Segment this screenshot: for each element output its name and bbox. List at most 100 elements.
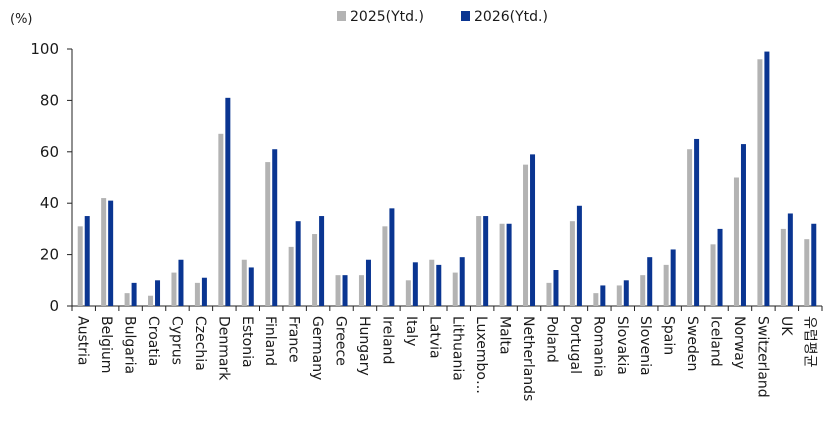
- bar-series-1-Netherlands: [523, 164, 529, 306]
- bar-series-2-Bulgaria: [131, 282, 137, 306]
- bar-series-2-Slovenia: [647, 257, 653, 306]
- bar-series-2-Latvia: [436, 264, 442, 306]
- x-category-label: Slovakia: [614, 316, 630, 375]
- legend-swatch: [461, 11, 470, 21]
- bar-series-2-Belgium: [108, 200, 114, 306]
- y-unit-label: (%): [10, 12, 33, 27]
- bar-series-2-Germany: [319, 216, 325, 306]
- bars: [77, 51, 817, 306]
- bar-series-2-Austria: [84, 216, 90, 306]
- y-axis: 0 20 40 60 80 100: [30, 40, 73, 315]
- bar-series-2-Sweden: [694, 138, 700, 306]
- bar-series-2-Poland: [553, 270, 559, 306]
- x-category-label: Greece: [333, 316, 349, 366]
- bar-series-1-유럽평균: [804, 239, 810, 306]
- x-category-label: Malta: [497, 316, 513, 355]
- x-category-label: Ireland: [379, 316, 395, 364]
- y-tick-label: 100: [30, 40, 59, 58]
- bar-series-2-Switzerland: [764, 51, 770, 306]
- x-category-label: Norway: [731, 316, 747, 369]
- bar-series-1-Ireland: [382, 226, 388, 306]
- x-category-label: UK: [778, 316, 794, 336]
- bar-series-1-Portugal: [569, 221, 575, 306]
- bar-series-2-Slovakia: [623, 280, 629, 306]
- bar-series-1-Slovenia: [640, 275, 646, 306]
- bar-series-1-Denmark: [218, 133, 224, 306]
- x-category-label: Iceland: [708, 316, 724, 367]
- bar-series-1-Estonia: [241, 259, 247, 306]
- y-tick-label: 80: [40, 91, 59, 109]
- bar-series-1-Czechia: [194, 282, 200, 306]
- bar-series-1-Cyprus: [171, 272, 177, 306]
- x-category-label: Germany: [309, 316, 325, 380]
- bar-series-1-Hungary: [358, 275, 364, 306]
- x-category-label: France: [286, 316, 302, 363]
- x-category-label: Croatia: [145, 316, 161, 366]
- legend: 2025(Ytd.) 2026(Ytd.): [337, 9, 548, 25]
- x-category-label: Netherlands: [520, 316, 536, 401]
- y-tick-label: 20: [40, 246, 59, 264]
- x-axis: Austria Belgium Bulgaria Croatia Cyprus Czech…: [71, 305, 823, 401]
- x-category-label: Poland: [543, 316, 559, 363]
- x-category-label: Austria: [75, 316, 91, 365]
- bar-series-2-Hungary: [365, 259, 371, 306]
- bar-series-1-Italy: [405, 280, 411, 306]
- bar-series-2-Cyprus: [178, 259, 184, 306]
- bar-series-1-Latvia: [429, 259, 435, 306]
- bar-series-2-Czechia: [201, 277, 207, 306]
- x-category-label: Portugal: [567, 316, 583, 374]
- bar-series-1-Luxembo…: [476, 216, 482, 306]
- bar-series-2-Malta: [506, 223, 512, 306]
- bar-series-1-Croatia: [148, 295, 154, 306]
- bar-series-1-Norway: [733, 177, 739, 306]
- bar-series-2-Greece: [342, 275, 348, 306]
- bar-series-2-Italy: [412, 262, 418, 306]
- bar-series-1-France: [288, 246, 294, 306]
- bar-series-2-Lithuania: [459, 257, 465, 306]
- bar-series-1-Switzerland: [757, 59, 763, 306]
- x-category-label: Bulgaria: [122, 316, 138, 374]
- x-category-label: Finland: [262, 316, 278, 366]
- bar-series-1-Greece: [335, 275, 341, 306]
- bar-series-1-Malta: [499, 223, 505, 306]
- bar-series-2-Denmark: [225, 97, 231, 306]
- bar-series-1-Slovakia: [616, 285, 622, 306]
- bar-series-2-Spain: [670, 249, 676, 306]
- bar-series-2-Luxembo…: [483, 216, 489, 306]
- bar-series-1-Belgium: [101, 198, 107, 306]
- x-category-label: Spain: [661, 316, 677, 355]
- x-category-label: Hungary: [356, 316, 372, 376]
- bar-series-2-Finland: [272, 149, 278, 306]
- bar-series-2-유럽평균: [811, 223, 817, 306]
- y-tick-label: 40: [40, 194, 59, 212]
- x-category-label: Cyprus: [168, 316, 184, 365]
- bar-series-2-France: [295, 221, 301, 306]
- bar-series-1-Bulgaria: [124, 293, 130, 306]
- y-tick-label: 0: [49, 297, 59, 315]
- bar-series-2-Romania: [600, 285, 606, 306]
- bar-series-2-Portugal: [576, 205, 582, 306]
- x-category-label: Belgium: [98, 316, 114, 373]
- x-category-label: Switzerland: [754, 316, 770, 398]
- bar-series-1-Romania: [593, 293, 599, 306]
- bar-series-2-Croatia: [155, 280, 161, 306]
- x-category-label: Lithuania: [450, 316, 466, 381]
- x-category-label: Sweden: [684, 316, 700, 371]
- x-category-label: Czechia: [192, 316, 208, 371]
- bar-series-1-Finland: [265, 162, 271, 306]
- bar-series-1-Germany: [312, 234, 318, 306]
- x-category-label: Romania: [590, 316, 606, 377]
- bar-series-2-Iceland: [717, 228, 723, 306]
- bar-series-1-Sweden: [687, 149, 693, 306]
- y-tick-label: 60: [40, 143, 59, 161]
- bar-series-1-Poland: [546, 282, 552, 306]
- bar-series-2-Estonia: [248, 267, 254, 306]
- bar-series-1-Iceland: [710, 244, 716, 306]
- bar-series-2-Netherlands: [530, 154, 536, 306]
- bar-series-1-UK: [780, 228, 786, 306]
- bar-series-1-Spain: [663, 264, 669, 306]
- x-category-label: Italy: [403, 316, 419, 346]
- x-category-label: Denmark: [215, 316, 231, 381]
